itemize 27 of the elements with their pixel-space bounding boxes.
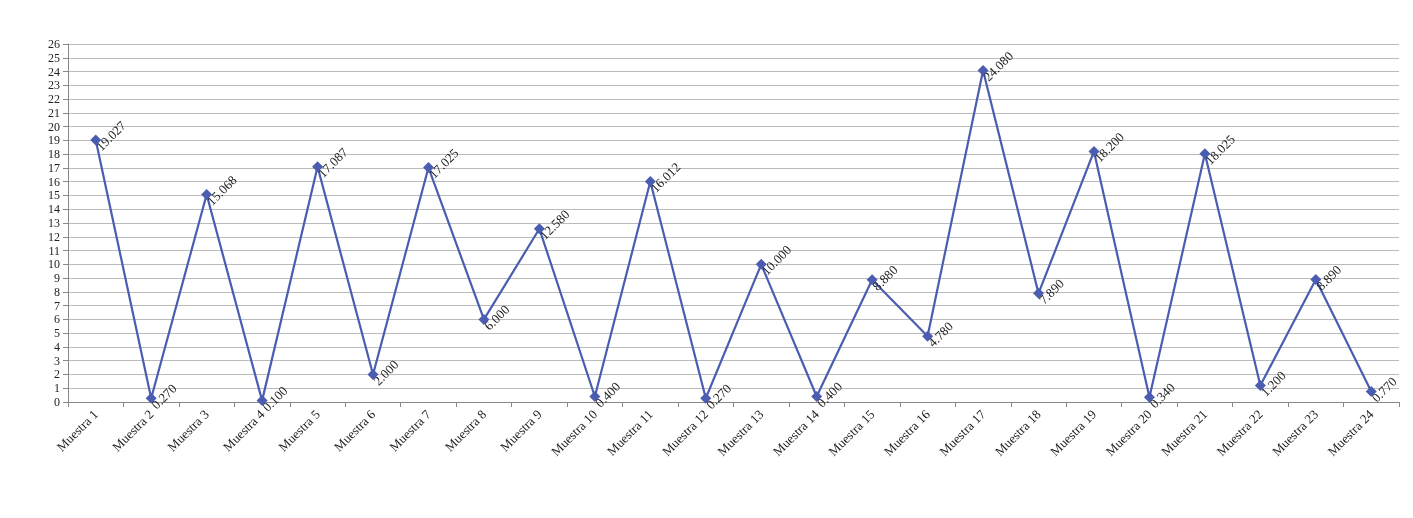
y-tick-label: 2 [54, 367, 60, 382]
y-tick-label: 18 [48, 147, 60, 162]
y-tick-label: 6 [54, 312, 60, 327]
y-tick-label: 24 [48, 64, 60, 79]
y-tick-label: 15 [48, 188, 60, 203]
y-tick-label: 7 [54, 298, 60, 313]
y-tick-label: 9 [54, 271, 60, 286]
y-tick-label: 5 [54, 326, 60, 341]
y-tick-label: 21 [48, 105, 60, 120]
y-tick-label: 13 [48, 216, 60, 230]
y-tick-label: 19 [48, 133, 60, 148]
y-tick-label: 25 [48, 50, 60, 65]
y-tick-label: 12 [48, 229, 60, 244]
y-tick-label: 16 [48, 174, 60, 189]
y-tick-label: 10 [48, 257, 60, 272]
y-tick-label: 3 [54, 353, 60, 368]
y-tick-label: 26 [48, 37, 60, 51]
y-tick-label: 4 [54, 339, 60, 354]
y-tick-label: 22 [48, 92, 60, 107]
y-tick-label: 8 [54, 284, 60, 299]
y-tick-label: 1 [54, 381, 60, 396]
y-tick-label: 17 [48, 160, 60, 175]
y-tick-label: 14 [48, 202, 60, 217]
y-tick-label: 0 [54, 395, 60, 409]
y-tick-label: 20 [48, 119, 60, 134]
y-tick-label: 23 [48, 78, 60, 93]
y-tick-label: 11 [48, 243, 60, 258]
